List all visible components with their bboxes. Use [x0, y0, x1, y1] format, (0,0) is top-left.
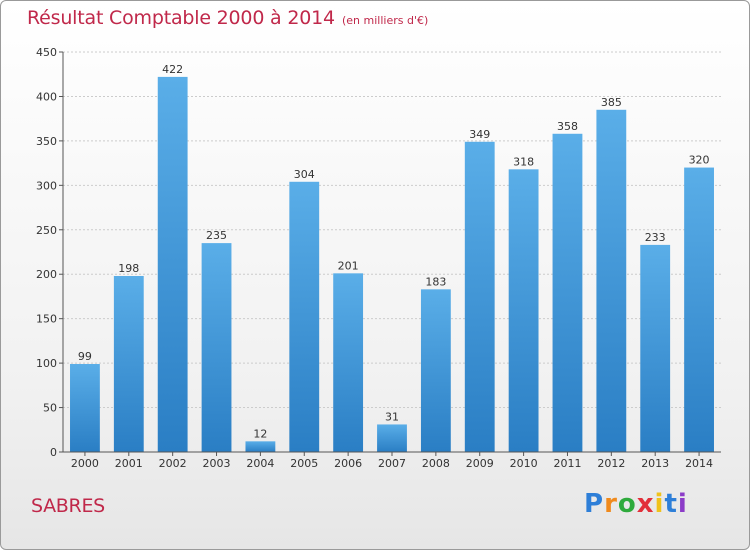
bar	[596, 109, 627, 453]
logo-letter: i	[677, 489, 688, 519]
bars: 99 198 422 235 12 304 201 31 183 349 318 358 385 233 3…	[70, 63, 714, 453]
x-tick-label: 2000	[71, 457, 99, 470]
bar	[420, 289, 451, 452]
x-tick-label: 2012	[597, 457, 625, 470]
logo-letter: r	[604, 489, 618, 519]
bar	[464, 141, 495, 452]
bar	[640, 244, 671, 452]
bar	[157, 76, 188, 452]
proxiti-logo: Proxiti	[584, 489, 688, 519]
bar	[377, 424, 407, 452]
x-tick-label: 2008	[422, 457, 450, 470]
y-tick-label: 250	[36, 224, 57, 237]
x-tick-label: 2010	[510, 457, 538, 470]
bar	[245, 441, 276, 452]
bar-value-label: 235	[206, 229, 227, 242]
y-tick-label: 200	[36, 268, 57, 281]
bar-value-label: 12	[253, 427, 267, 440]
x-tick-label: 2013	[641, 457, 669, 470]
y-tick-label: 450	[36, 46, 57, 59]
bar-value-label: 385	[601, 96, 622, 109]
bar	[684, 167, 714, 453]
x-axis: 2000 2001 2002 2003 2004 2005 2006 2007 2008 2009…	[63, 451, 721, 470]
bar	[201, 243, 232, 452]
x-tick-label: 2014	[685, 457, 713, 470]
x-tick-label: 2009	[466, 457, 494, 470]
bar-value-label: 183	[425, 275, 446, 288]
x-tick-label: 2011	[553, 457, 581, 470]
x-tick-label: 2004	[246, 457, 274, 470]
bar-value-label: 320	[689, 154, 710, 167]
y-tick-label: 300	[36, 179, 57, 192]
bar	[333, 273, 364, 452]
bar	[508, 169, 539, 453]
y-tick-label: 50	[43, 402, 57, 415]
y-axis: 0 50 100 150 200 250 300 350 400 450	[36, 46, 64, 459]
bar-value-label: 31	[385, 410, 399, 423]
bar-value-label: 233	[645, 231, 666, 244]
bar-value-label: 422	[162, 63, 183, 76]
logo-letter: i	[654, 489, 665, 519]
bar	[113, 276, 144, 452]
y-tick-label: 150	[36, 313, 57, 326]
x-tick-label: 2007	[378, 457, 406, 470]
bar	[552, 133, 583, 452]
bar-value-label: 358	[557, 120, 578, 133]
bar	[70, 364, 100, 452]
bar-value-label: 304	[294, 168, 315, 181]
chart-subtitle: (en milliers d'€)	[342, 14, 429, 27]
x-tick-label: 2001	[115, 457, 143, 470]
x-tick-label: 2003	[203, 457, 231, 470]
place-name: SABRES	[31, 495, 105, 517]
x-tick-label: 2005	[290, 457, 318, 470]
logo-letter: o	[617, 489, 637, 519]
x-tick-label: 2006	[334, 457, 362, 470]
y-tick-label: 100	[36, 357, 57, 370]
y-tick-label: 350	[36, 135, 57, 148]
chart-title: Résultat Comptable 2000 à 2014	[27, 7, 335, 29]
logo-letter: x	[636, 489, 655, 519]
x-tick-label: 2002	[159, 457, 187, 470]
bar	[289, 181, 320, 452]
logo-letter: t	[664, 489, 678, 519]
bar-value-label: 201	[338, 259, 359, 272]
bar-value-label: 198	[118, 262, 139, 275]
y-tick-label: 400	[36, 90, 57, 103]
y-tick-label: 0	[50, 446, 57, 459]
bar-value-label: 349	[469, 128, 490, 141]
bar-value-label: 318	[513, 155, 534, 168]
bar-value-label: 99	[78, 350, 92, 363]
logo-letter: P	[584, 489, 605, 519]
